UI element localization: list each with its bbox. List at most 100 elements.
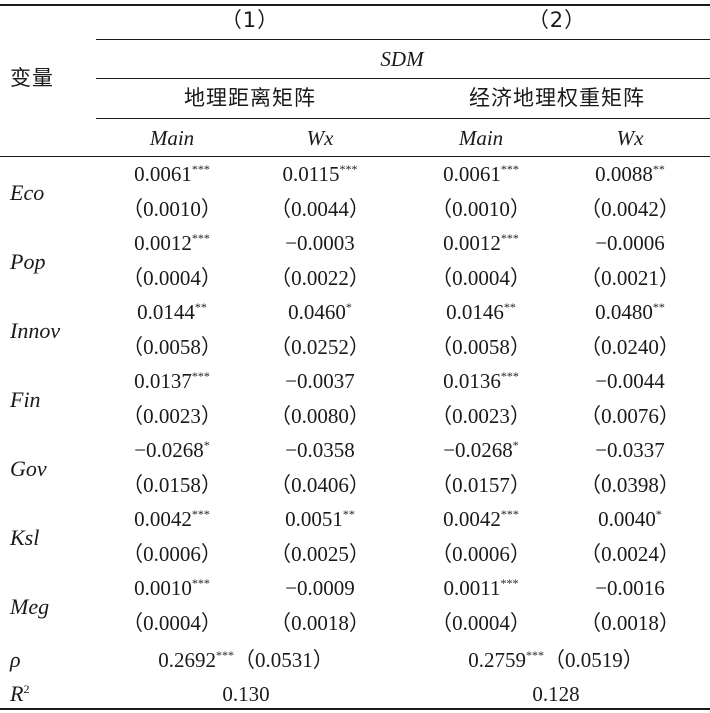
- r2-superscript: 2: [23, 682, 30, 696]
- std-error-cell: （0.0157）: [431, 473, 531, 497]
- std-error-cell: （0.0058）: [122, 335, 222, 359]
- std-error-cell: （0.0024）: [580, 542, 680, 566]
- coef-cell: 0.0480**: [595, 300, 665, 327]
- std-error-cell: （0.0076）: [580, 404, 680, 428]
- coef-cell: 0.0137***: [134, 369, 210, 396]
- r2-value-1: 0.130: [222, 682, 270, 706]
- significance-stars: **: [342, 507, 355, 521]
- significance-stars: *: [655, 507, 662, 521]
- coef-cell: −0.0009: [285, 576, 355, 603]
- significance-stars: *: [512, 438, 519, 452]
- std-error-cell: （0.0010）: [122, 197, 222, 221]
- significance-stars: ***: [500, 369, 519, 383]
- rho-coef-1: 0.2692: [158, 648, 216, 672]
- std-error-cell: （0.0004）: [122, 266, 222, 290]
- matrix-header-1: 地理距离矩阵: [184, 86, 316, 110]
- header-bottom-rule: [0, 156, 710, 157]
- coef-value: −0.0044: [595, 369, 665, 393]
- coef-value: 0.0011: [443, 576, 501, 600]
- significance-stars: ***: [500, 576, 519, 590]
- std-error-cell: （0.0252）: [270, 335, 370, 359]
- coef-value: −0.0268: [443, 438, 513, 462]
- r2-letter: R: [10, 681, 24, 706]
- model-header: SDM: [380, 47, 424, 71]
- significance-stars: ***: [339, 162, 358, 176]
- significance-stars: **: [652, 162, 665, 176]
- coef-value: 0.0012: [134, 231, 192, 255]
- significance-stars: ***: [191, 231, 210, 245]
- coef-cell: 0.0042***: [134, 507, 210, 534]
- coef-value: −0.0268: [134, 438, 204, 462]
- coef-cell: 0.0146**: [446, 300, 516, 327]
- significance-stars: ***: [500, 507, 519, 521]
- significance-stars: ***: [500, 231, 519, 245]
- significance-stars: *: [345, 300, 352, 314]
- std-error-cell: （0.0004）: [431, 266, 531, 290]
- column-header-1: （1）: [220, 8, 280, 32]
- std-error-cell: （0.0004）: [122, 611, 222, 635]
- variable-label-ksl: Ksl: [10, 525, 40, 550]
- coef-value: 0.0061: [134, 162, 192, 186]
- std-error-cell: （0.0080）: [270, 404, 370, 428]
- coef-cell: 0.0051**: [285, 507, 355, 534]
- coef-value: 0.0480: [595, 300, 653, 324]
- coef-cell: −0.0358: [285, 438, 355, 465]
- significance-stars: ***: [191, 576, 210, 590]
- coef-cell: 0.0010***: [134, 576, 210, 603]
- coef-value: 0.0010: [134, 576, 192, 600]
- coef-value: −0.0037: [285, 369, 355, 393]
- coef-cell: 0.0136***: [443, 369, 519, 396]
- coef-cell: 0.0460*: [288, 300, 352, 327]
- rho-stars-2: ***: [526, 648, 544, 662]
- coef-value: 0.0061: [443, 162, 501, 186]
- std-error-cell: （0.0025）: [270, 542, 370, 566]
- significance-stars: **: [652, 300, 665, 314]
- significance-stars: ***: [191, 507, 210, 521]
- coef-value: 0.0040: [598, 507, 656, 531]
- coef-cell: 0.0088**: [595, 162, 665, 189]
- coef-cell: −0.0268*: [443, 438, 519, 465]
- std-error-cell: （0.0006）: [431, 542, 531, 566]
- coef-cell: −0.0337: [595, 438, 665, 465]
- coef-cell: 0.0012***: [443, 231, 519, 258]
- coef-cell: −0.0003: [285, 231, 355, 258]
- coef-cell: 0.0012***: [134, 231, 210, 258]
- rho-value-1: 0.2692***（0.0531）: [158, 648, 334, 675]
- coef-value: 0.0146: [446, 300, 504, 324]
- column-header-2: （2）: [527, 8, 587, 32]
- coef-value: −0.0003: [285, 231, 355, 255]
- std-error-cell: （0.0158）: [122, 473, 222, 497]
- coef-cell: −0.0006: [595, 231, 665, 258]
- std-error-cell: （0.0042）: [580, 197, 680, 221]
- coef-cell: −0.0268*: [134, 438, 210, 465]
- header-rule-1: [96, 39, 710, 40]
- variable-label-gov: Gov: [10, 456, 47, 481]
- coef-cell: 0.0144**: [137, 300, 207, 327]
- coef-value: −0.0006: [595, 231, 665, 255]
- coef-value: 0.0042: [134, 507, 192, 531]
- std-error-cell: （0.0023）: [431, 404, 531, 428]
- bottom-rule: [0, 708, 710, 710]
- std-error-cell: （0.0018）: [270, 611, 370, 635]
- std-error-cell: （0.0398）: [580, 473, 680, 497]
- coef-cell: 0.0115***: [283, 162, 358, 189]
- coef-cell: −0.0037: [285, 369, 355, 396]
- coef-cell: 0.0061***: [443, 162, 519, 189]
- coef-value: 0.0088: [595, 162, 653, 186]
- variable-label-innov: Innov: [10, 318, 61, 343]
- rho-coef-2: 0.2759: [468, 648, 526, 672]
- r2-value-2: 0.128: [532, 682, 580, 706]
- std-error-cell: （0.0058）: [431, 335, 531, 359]
- significance-stars: ***: [191, 369, 210, 383]
- rho-stars-1: ***: [216, 648, 234, 662]
- coef-value: 0.0460: [288, 300, 346, 324]
- coef-value: 0.0136: [443, 369, 501, 393]
- coef-value: −0.0016: [595, 576, 665, 600]
- top-rule: [0, 4, 710, 6]
- rho-se-1: （0.0531）: [234, 648, 334, 672]
- r2-label: R2: [10, 682, 29, 709]
- coef-value: 0.0042: [443, 507, 501, 531]
- matrix-header-2: 经济地理权重矩阵: [469, 86, 645, 110]
- coef-cell: 0.0042***: [443, 507, 519, 534]
- std-error-cell: （0.0044）: [270, 197, 370, 221]
